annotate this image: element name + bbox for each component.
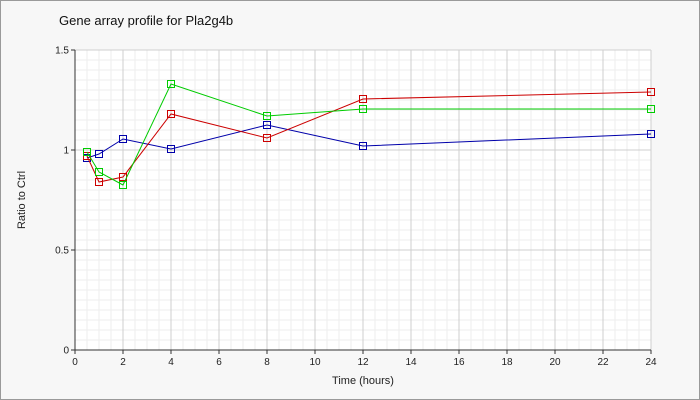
data-point bbox=[263, 134, 271, 142]
y-tick-label: 0.5 bbox=[55, 246, 69, 257]
data-point bbox=[119, 181, 127, 189]
x-tick-label: 14 bbox=[405, 357, 417, 368]
x-axis-title: Time (hours) bbox=[332, 375, 394, 387]
x-tick-label: 6 bbox=[216, 357, 222, 368]
series-line bbox=[86, 83, 651, 186]
x-tick-label: 0 bbox=[72, 357, 78, 368]
data-point bbox=[359, 142, 367, 150]
y-axis-ticks: 0 0.5 1 1.5 bbox=[55, 46, 75, 357]
x-tick-label: 12 bbox=[357, 357, 369, 368]
data-point bbox=[359, 95, 367, 103]
series-layer bbox=[83, 80, 655, 189]
x-tick-label: 24 bbox=[645, 357, 657, 368]
x-tick-label: 10 bbox=[309, 357, 321, 368]
chart-title: Gene array profile for Pla2g4b bbox=[59, 13, 234, 28]
data-point bbox=[647, 105, 655, 113]
y-tick-label: 1 bbox=[63, 146, 69, 157]
data-point bbox=[95, 168, 103, 176]
data-point bbox=[647, 130, 655, 138]
series-line bbox=[86, 124, 652, 159]
x-tick-label: 18 bbox=[501, 357, 513, 368]
data-point bbox=[647, 88, 655, 96]
series-line bbox=[86, 91, 652, 183]
y-tick-label: 0 bbox=[63, 346, 69, 357]
x-tick-label: 16 bbox=[453, 357, 465, 368]
data-point bbox=[119, 135, 127, 143]
x-tick-label: 2 bbox=[120, 357, 126, 368]
data-point bbox=[167, 145, 175, 153]
data-point bbox=[167, 110, 175, 118]
data-point bbox=[95, 150, 103, 158]
data-point bbox=[263, 112, 271, 120]
series-3 bbox=[83, 80, 655, 189]
data-point bbox=[83, 148, 91, 156]
data-point bbox=[263, 121, 271, 129]
y-axis-title: Ratio to Ctrl bbox=[16, 171, 28, 229]
series-1 bbox=[83, 121, 655, 162]
y-tick-label: 1.5 bbox=[55, 46, 69, 57]
data-point bbox=[167, 80, 175, 88]
x-tick-label: 20 bbox=[549, 357, 561, 368]
x-tick-label: 8 bbox=[264, 357, 270, 368]
x-tick-label: 22 bbox=[597, 357, 609, 368]
data-point bbox=[359, 105, 367, 113]
x-axis-ticks: 0 2 4 6 8 10 12 14 16 18 20 22 24 bbox=[72, 350, 657, 368]
series-2 bbox=[83, 88, 655, 186]
x-tick-label: 4 bbox=[168, 357, 174, 368]
data-point bbox=[95, 178, 103, 186]
grid bbox=[74, 49, 652, 351]
